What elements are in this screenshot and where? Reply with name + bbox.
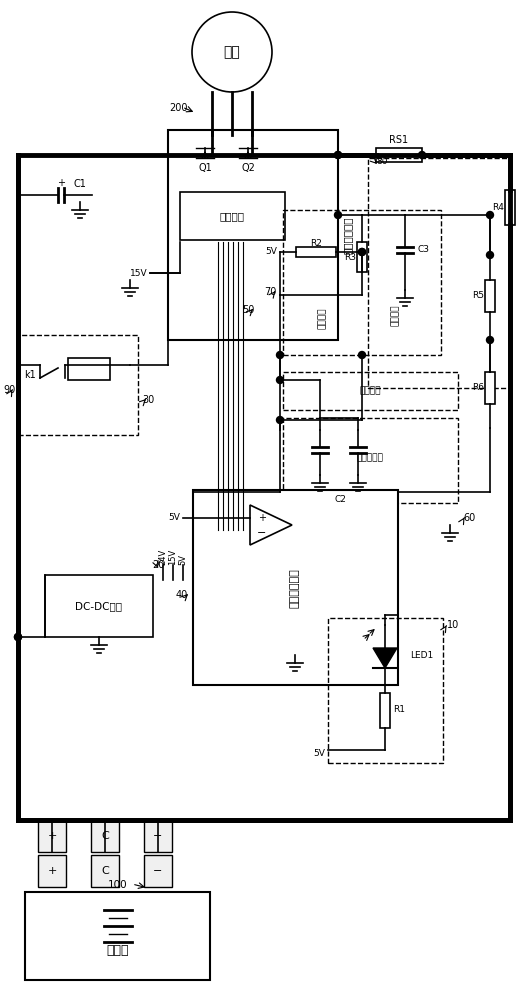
Bar xyxy=(38,820,66,852)
Circle shape xyxy=(486,336,493,344)
Text: R2: R2 xyxy=(310,239,322,248)
Text: +: + xyxy=(57,178,65,188)
Circle shape xyxy=(335,151,341,158)
Polygon shape xyxy=(250,505,292,545)
Text: 70: 70 xyxy=(264,287,276,297)
Text: 10: 10 xyxy=(447,620,459,630)
Bar xyxy=(283,418,458,503)
Circle shape xyxy=(15,634,22,641)
Text: 50: 50 xyxy=(242,305,254,315)
Bar xyxy=(193,490,398,685)
Text: 90: 90 xyxy=(4,385,16,395)
Polygon shape xyxy=(373,648,397,668)
Text: 驱动电路: 驱动电路 xyxy=(220,211,245,221)
Bar xyxy=(180,192,285,240)
Circle shape xyxy=(358,248,366,255)
Text: 电机: 电机 xyxy=(223,45,240,59)
Bar xyxy=(283,372,458,410)
Text: 15V: 15V xyxy=(169,549,178,565)
Bar xyxy=(328,618,443,763)
Bar xyxy=(485,280,495,312)
Text: Q2: Q2 xyxy=(241,163,255,173)
Bar xyxy=(296,247,336,257)
Bar xyxy=(376,148,422,162)
Circle shape xyxy=(486,212,493,219)
Text: DC-DC电路: DC-DC电路 xyxy=(75,601,122,611)
Text: 60: 60 xyxy=(464,513,476,523)
Text: 200: 200 xyxy=(169,103,187,113)
Text: 5V: 5V xyxy=(179,554,188,565)
Text: 运放正端: 运放正端 xyxy=(317,307,327,329)
Bar xyxy=(25,892,210,980)
Bar xyxy=(91,855,119,887)
Bar xyxy=(380,693,390,728)
Text: 运放输出: 运放输出 xyxy=(359,386,380,395)
Bar xyxy=(144,855,172,887)
Text: C: C xyxy=(101,866,109,876)
Bar xyxy=(38,855,66,887)
Text: 15V: 15V xyxy=(130,268,148,277)
Text: 5V: 5V xyxy=(313,748,325,758)
Text: 5V: 5V xyxy=(168,514,180,522)
Bar xyxy=(168,130,338,340)
Circle shape xyxy=(15,634,22,641)
Text: +: + xyxy=(47,866,57,876)
Circle shape xyxy=(277,352,284,359)
Text: +: + xyxy=(47,831,57,841)
Circle shape xyxy=(358,248,366,255)
Text: R1: R1 xyxy=(393,706,405,714)
Bar xyxy=(144,820,172,852)
Bar xyxy=(18,335,138,435)
Text: C: C xyxy=(101,831,109,841)
Bar xyxy=(357,242,367,272)
Bar xyxy=(368,158,510,388)
Circle shape xyxy=(277,376,284,383)
Text: R3: R3 xyxy=(344,252,356,261)
Text: C1: C1 xyxy=(74,179,86,189)
Text: Q1: Q1 xyxy=(198,163,212,173)
Bar xyxy=(283,210,441,355)
Text: 80: 80 xyxy=(376,157,387,166)
Circle shape xyxy=(486,251,493,258)
Text: 主控芯片单元: 主控芯片单元 xyxy=(290,568,300,608)
Text: k1: k1 xyxy=(24,370,36,380)
Bar xyxy=(485,372,495,404)
Bar xyxy=(505,190,515,225)
Circle shape xyxy=(277,416,284,424)
Text: 运放负端: 运放负端 xyxy=(391,304,399,326)
Text: −: − xyxy=(153,831,163,841)
Text: −: − xyxy=(257,528,267,538)
Text: C3: C3 xyxy=(418,245,430,254)
Text: 100: 100 xyxy=(108,880,128,890)
Text: 母线平均值: 母线平均值 xyxy=(357,454,384,462)
Text: 5V: 5V xyxy=(265,247,277,256)
Circle shape xyxy=(192,12,272,92)
Text: R4: R4 xyxy=(492,202,504,212)
Circle shape xyxy=(335,151,341,158)
Text: 24V: 24V xyxy=(159,549,168,565)
Bar xyxy=(45,575,153,637)
Circle shape xyxy=(418,151,425,158)
Circle shape xyxy=(358,352,366,359)
Circle shape xyxy=(335,212,341,219)
Text: 电池包: 电池包 xyxy=(107,944,129,956)
Text: RS1: RS1 xyxy=(389,135,408,145)
Text: 40: 40 xyxy=(176,590,188,600)
Text: R5: R5 xyxy=(472,292,484,300)
Text: 20: 20 xyxy=(152,560,164,570)
Bar xyxy=(68,358,110,380)
Text: C2: C2 xyxy=(334,495,346,504)
Text: +: + xyxy=(258,513,266,523)
Bar xyxy=(91,820,119,852)
Text: LED1: LED1 xyxy=(410,652,433,660)
Text: 电机驱动单元: 电机驱动单元 xyxy=(343,216,353,254)
Text: R6: R6 xyxy=(472,383,484,392)
Text: 30: 30 xyxy=(142,395,154,405)
Text: −: − xyxy=(153,866,163,876)
